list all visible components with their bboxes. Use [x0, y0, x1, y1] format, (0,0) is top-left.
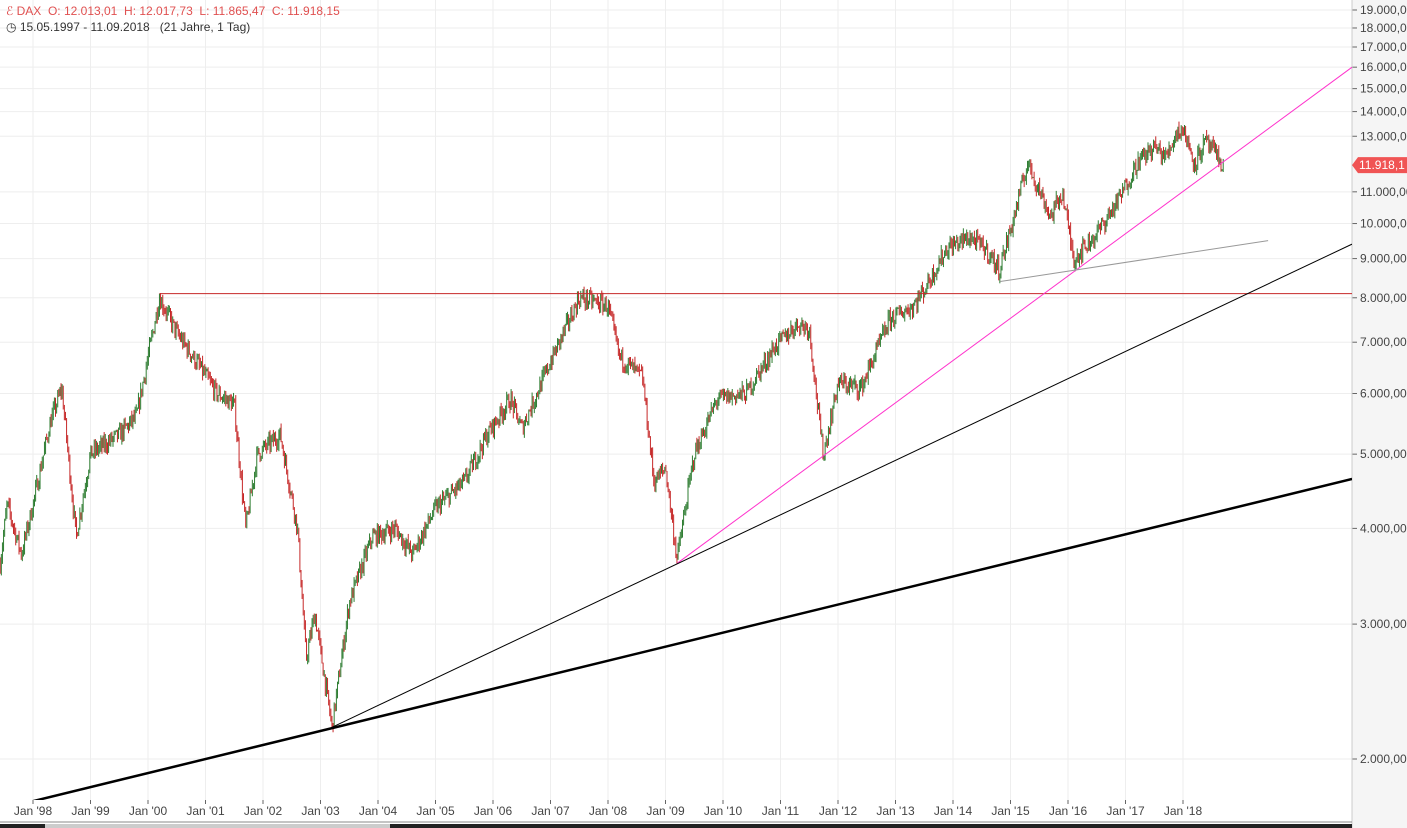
x-tick-label: Jan '13	[876, 804, 915, 818]
x-tick-label: Jan '04	[359, 804, 398, 818]
trend-line	[32, 477, 1352, 800]
y-tick-label: 13.000,00	[1360, 129, 1407, 143]
y-tick-label: 17.000,00	[1360, 40, 1407, 54]
trend-line	[331, 243, 1352, 728]
y-tick-label: 15.000,00	[1360, 82, 1407, 96]
x-tick-label: Jan '06	[474, 804, 513, 818]
price-axis-background	[1352, 0, 1407, 828]
x-tick-label: Jan '11	[762, 804, 800, 818]
x-tick-label: Jan '07	[531, 804, 570, 818]
scrollbar-thumb[interactable]	[45, 824, 390, 828]
y-tick-label: 8.000,00	[1360, 291, 1407, 305]
y-tick-label: 19.000,00	[1360, 3, 1407, 17]
x-tick-label: Jan '02	[244, 804, 283, 818]
y-tick-label: 5.000,00	[1360, 447, 1407, 461]
date-range-header: ◷ 15.05.1997 - 11.09.2018 (21 Jahre, 1 T…	[6, 20, 250, 34]
last-price-tag	[1352, 157, 1407, 174]
date-range: 15.05.1997 - 11.09.2018	[19, 20, 150, 34]
trend-line	[1000, 240, 1269, 283]
symbol-label: DAX	[16, 4, 42, 18]
x-tick-label: Jan '03	[301, 804, 340, 818]
clock-icon: ◷	[6, 20, 17, 34]
x-tick-label: Jan '99	[71, 804, 110, 818]
ohlc-values: O: 12.013,01 H: 12.017,73 L: 11.865,47 C…	[47, 4, 340, 18]
time-scrollbar[interactable]	[0, 824, 1352, 828]
x-tick-label: Jan '16	[1049, 804, 1088, 818]
duration: (21 Jahre, 1 Tag)	[159, 20, 251, 34]
x-tick-label: Jan '00	[129, 804, 168, 818]
x-tick-label: Jan '18	[1164, 804, 1203, 818]
x-tick-label: Jan '14	[934, 804, 973, 818]
x-tick-label: Jan '17	[1106, 804, 1145, 818]
y-tick-label: 16.000,00	[1360, 60, 1407, 74]
x-tick-label: Jan '01	[186, 804, 225, 818]
y-tick-label: 10.000,00	[1360, 217, 1407, 231]
y-tick-label: 6.000,00	[1360, 386, 1407, 400]
candlestick-icon: ℰ	[6, 4, 14, 18]
x-tick-label: Jan '08	[589, 804, 628, 818]
x-tick-label: Jan '15	[991, 804, 1030, 818]
y-tick-label: 7.000,00	[1360, 335, 1407, 349]
last-price-label: 11.918,1	[1359, 158, 1405, 172]
x-tick-label: Jan '10	[704, 804, 743, 818]
x-tick-label: Jan '09	[646, 804, 685, 818]
trend-line	[676, 66, 1352, 564]
ohlc-header: ℰ DAX O: 12.013,01 H: 12.017,73 L: 11.86…	[6, 4, 340, 18]
x-tick-label: Jan '98	[14, 804, 53, 818]
y-tick-label: 9.000,00	[1360, 252, 1407, 266]
x-tick-label: Jan '12	[819, 804, 858, 818]
x-tick-label: Jan '05	[416, 804, 455, 818]
y-tick-label: 4.000,00	[1360, 521, 1407, 535]
y-tick-label: 3.000,00	[1360, 617, 1407, 631]
y-tick-label: 2.000,00	[1360, 752, 1407, 766]
y-tick-label: 14.000,00	[1360, 105, 1407, 119]
candles	[0, 121, 1224, 733]
y-tick-label: 18.000,00	[1360, 21, 1407, 35]
y-tick-label: 11.000,00	[1360, 185, 1407, 199]
